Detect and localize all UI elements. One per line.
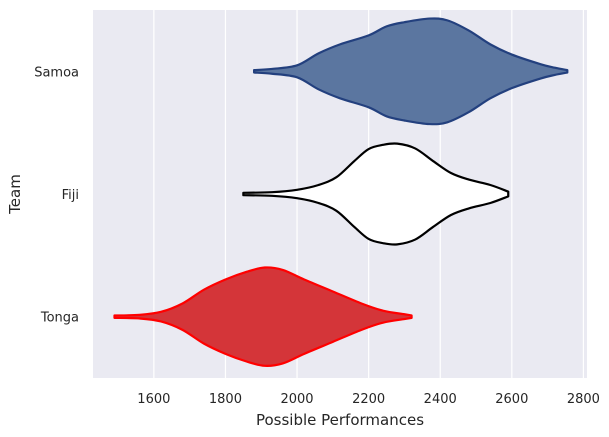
- violin-fiji: [242, 142, 510, 246]
- x-tick-label: 2000: [280, 392, 313, 407]
- x-tick-label: 2600: [495, 392, 528, 407]
- x-tick-label: 2800: [567, 392, 600, 407]
- y-axis-label: Team: [6, 174, 24, 215]
- y-axis-ticks: Samoa Fiji Tonga: [34, 65, 79, 325]
- y-tick-label: Samoa: [34, 65, 79, 80]
- y-tick-label: Tonga: [40, 311, 79, 326]
- x-tick-label: 2400: [424, 392, 457, 407]
- violin-tonga: [113, 266, 413, 367]
- x-tick-label: 1600: [137, 392, 170, 407]
- x-axis-label: Possible Performances: [256, 411, 424, 429]
- violin-samoa: [252, 17, 569, 126]
- x-tick-label: 1800: [209, 392, 242, 407]
- x-axis-ticks: 1600 1800 2000 2200 2400 2600 2800: [137, 392, 600, 407]
- y-tick-label: Fiji: [62, 188, 79, 203]
- x-tick-label: 2200: [352, 392, 385, 407]
- violins: [113, 17, 569, 367]
